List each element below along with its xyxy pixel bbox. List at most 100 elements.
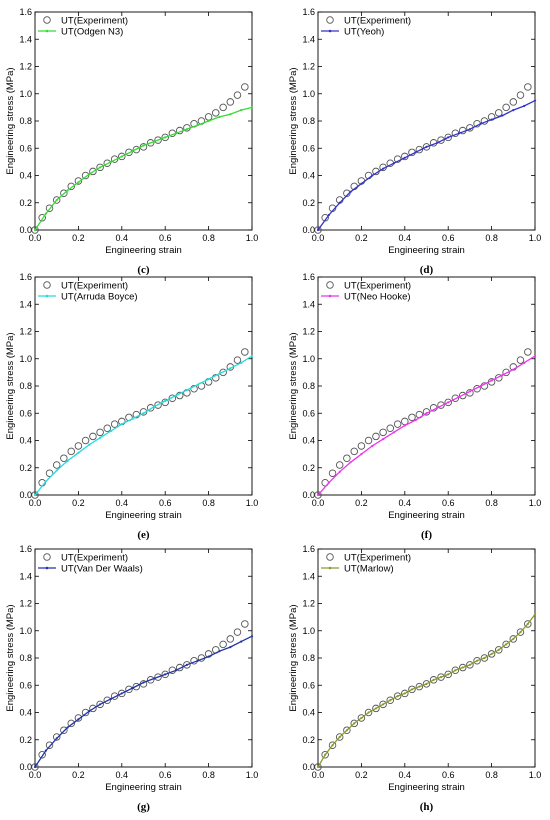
series-line-point: [174, 669, 178, 672]
y-tick-label: 0.8: [19, 381, 32, 391]
y-tick-label: 0.6: [19, 680, 32, 690]
series-line-point: [367, 711, 370, 714]
data-point: [175, 663, 184, 672]
x-tick-label: 0.0: [29, 770, 42, 780]
series-line-point: [454, 669, 457, 672]
data-point: [437, 401, 445, 409]
data-point: [103, 696, 112, 704]
series-line-point: [88, 173, 91, 176]
data-point: [495, 374, 503, 382]
data-point: [45, 741, 54, 749]
data-point: [379, 428, 387, 437]
series-line: [34, 355, 253, 496]
x-tick-label: 0.2: [355, 233, 368, 243]
series-line-point: [66, 189, 69, 192]
series-line-point: [512, 637, 515, 641]
series-line-point: [153, 405, 156, 408]
chart-panel: 0.0 0.2 0.4 0.6 0.8 1.0 0.0 0.2 0.4 0.6 0.8 1.0 1.2 1…: [288, 544, 541, 813]
legend-marker: [326, 281, 334, 289]
data-point: [81, 436, 90, 445]
data-point: [502, 103, 510, 112]
data-point: [67, 719, 75, 728]
data-point: [314, 763, 322, 771]
series-line-point: [240, 640, 243, 643]
series-line-point: [77, 451, 80, 454]
chart-panel: 0.0 0.2 0.4 0.6 0.8 1.0 0.0 0.2 0.4 0.6 0.8 1.0 1.2 1…: [5, 272, 258, 541]
y-tick-label: 0.0: [302, 490, 315, 500]
data-point: [89, 167, 97, 176]
y-tick-label: 1.6: [302, 544, 315, 554]
data-point: [524, 348, 532, 356]
data-point: [480, 654, 489, 662]
data-point: [118, 689, 126, 698]
series-line-point: [418, 685, 421, 688]
series-line-point: [432, 678, 435, 681]
y-axis-label: Engineering stress (MPa): [288, 604, 299, 711]
series-line-point: [457, 132, 461, 135]
chart-panel: 0.0 0.2 0.4 0.6 0.8 1.0 0.0 0.2 0.4 0.6 0.8 1.0 1.2 1…: [5, 544, 258, 813]
series-line-point: [353, 722, 356, 725]
data-point: [372, 432, 380, 441]
series-line-point: [382, 703, 385, 706]
data-point: [401, 689, 409, 698]
y-tick-label: 0.2: [19, 198, 32, 208]
x-tick-label: 0.6: [159, 498, 172, 508]
series-line-point: [447, 136, 450, 139]
data-point: [509, 98, 518, 106]
series-line-point: [164, 673, 167, 676]
legend-marker: [326, 16, 334, 24]
data-point: [451, 666, 460, 675]
series-line-point: [109, 429, 113, 433]
x-tick-label: 1.0: [529, 770, 542, 780]
data-point: [125, 148, 133, 157]
data-point: [509, 635, 518, 643]
series-line-point: [414, 418, 417, 422]
data-point: [372, 704, 380, 713]
y-tick-label: 0.8: [19, 653, 32, 663]
x-tick-label: 0.2: [355, 770, 368, 780]
data-point: [357, 714, 366, 722]
data-point: [473, 656, 481, 665]
legend-marker: [326, 553, 334, 561]
data-point: [132, 682, 141, 691]
data-point: [38, 750, 46, 759]
y-tick-label: 1.0: [302, 626, 315, 636]
series-line-point: [33, 765, 37, 769]
y-axis-label: Engineering stress (MPa): [288, 332, 299, 439]
series-line-point: [461, 666, 464, 669]
series-line-point: [164, 399, 167, 403]
y-tick-label: 0.0: [19, 762, 32, 772]
series-line-point: [240, 361, 243, 364]
data-point: [60, 726, 68, 734]
series-line: [317, 355, 536, 496]
chart-panel: 0.0 0.2 0.4 0.6 0.8 1.0 0.0 0.2 0.4 0.6 0.8 1.0 1.2 1…: [288, 7, 541, 276]
series-line-point: [371, 174, 374, 177]
plot-frame: [34, 548, 253, 768]
data-point: [444, 133, 452, 142]
y-tick-label: 0.2: [19, 463, 32, 473]
data-point: [219, 640, 227, 649]
series-line-point: [240, 109, 243, 112]
data-point: [226, 635, 235, 643]
x-axis-label: Engineering strain: [388, 510, 465, 521]
data-point: [241, 83, 249, 91]
data-point: [31, 763, 39, 771]
x-tick-label: 0.4: [399, 770, 412, 780]
series-line-point: [131, 686, 134, 690]
series-line-point: [109, 697, 113, 700]
y-tick-label: 1.2: [19, 599, 32, 609]
data-point: [350, 719, 358, 728]
panel-label: (e): [137, 529, 150, 541]
series-line-point: [403, 692, 406, 695]
series-line-point: [164, 136, 167, 139]
x-tick-label: 1.0: [529, 498, 542, 508]
legend-line-marker: [328, 29, 332, 33]
y-tick-label: 1.0: [302, 89, 315, 99]
series-line-point: [131, 417, 134, 420]
series-line-point: [142, 681, 145, 684]
plot-frame: [317, 548, 536, 768]
series-line-point: [490, 118, 493, 121]
series-line-point: [490, 652, 493, 656]
y-tick-label: 1.6: [302, 272, 315, 282]
